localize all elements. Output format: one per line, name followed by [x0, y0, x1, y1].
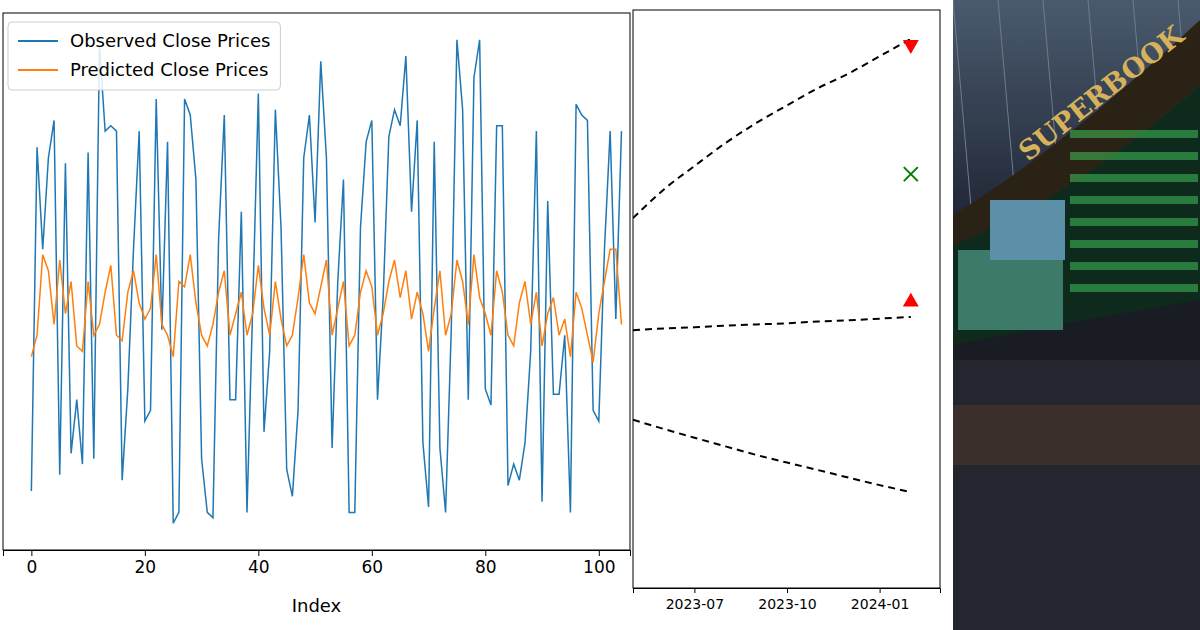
video-screen [958, 250, 1063, 330]
x-tick-mark [145, 550, 146, 556]
x-tick-mark [787, 588, 788, 593]
x-tick: 60 [362, 550, 384, 577]
marker [903, 293, 919, 307]
legend-swatch [18, 69, 58, 71]
plot-frame [633, 10, 940, 588]
video-screen [990, 200, 1065, 260]
x-tick: 20 [135, 550, 157, 577]
x-tick-label: 60 [362, 557, 384, 577]
x-axis-line [4, 551, 631, 557]
x-axis-line [634, 589, 941, 594]
photo-panel: SUPERBOOK [953, 0, 1200, 630]
x-tick: 100 [583, 550, 615, 577]
screen-row [1070, 240, 1198, 248]
x-axis: 0 20 40 60 80 100 [4, 550, 631, 577]
legend-label: Predicted Close Prices [70, 59, 268, 80]
x-tick-mark [372, 550, 373, 556]
x-tick-label: 80 [475, 557, 497, 577]
x-tick-label: 40 [248, 557, 270, 577]
x-tick-mark [31, 550, 32, 556]
x-tick-mark [258, 550, 259, 556]
screen-row [1070, 174, 1198, 182]
marker [903, 40, 919, 54]
x-tick-mark [599, 550, 600, 556]
x-tick-mark [880, 588, 881, 593]
ceiling-beam [953, 0, 973, 230]
x-tick-mark [694, 588, 695, 593]
legend-swatch [18, 40, 58, 42]
x-tick-label: 2024-01 [851, 596, 910, 612]
x-tick-mark [485, 550, 486, 556]
legend-box [8, 22, 280, 90]
series-line [633, 317, 911, 330]
x-tick: 80 [475, 550, 497, 577]
series-line [31, 249, 621, 362]
x-tick: 2023-07 [666, 588, 725, 612]
x-axis-title: Index [292, 595, 342, 616]
x-tick-label: 100 [583, 557, 615, 577]
x-tick-label: 0 [26, 557, 37, 577]
screen-row [1070, 284, 1198, 292]
plot-area [633, 39, 919, 492]
legend-label: Observed Close Prices [70, 30, 270, 51]
panel-middle: 2023-07 2023-10 2024-01 [633, 10, 941, 612]
x-tick: 2024-01 [851, 588, 910, 612]
screen-row [1070, 218, 1198, 226]
series-line [633, 420, 911, 492]
photo-ground [953, 0, 1200, 630]
plot-area [31, 40, 621, 523]
x-tick: 0 [26, 550, 37, 577]
counter [953, 405, 1200, 465]
x-tick-label: 2023-07 [666, 596, 725, 612]
legend: Observed Close Prices Predicted Close Pri… [8, 22, 280, 90]
x-tick: 2023-10 [758, 588, 817, 612]
screen-row [1070, 152, 1198, 160]
screen-row [1070, 130, 1198, 138]
sign-text: SUPERBOOK [1013, 18, 1191, 167]
x-tick: 40 [248, 550, 270, 577]
x-tick-label: 2023-10 [758, 596, 817, 612]
x-axis: 2023-07 2023-10 2024-01 [634, 588, 941, 612]
screen-row [1070, 196, 1198, 204]
figure: 0 20 40 60 80 100 Index Observed Close Prices Pr… [0, 0, 1200, 630]
screen-row [1070, 262, 1198, 270]
x-tick-label: 20 [135, 557, 157, 577]
series-line [633, 39, 911, 218]
plot-frame [3, 13, 630, 550]
floor [953, 360, 1200, 630]
panel-left: 0 20 40 60 80 100 Index Observed Close Prices Pr… [3, 13, 631, 616]
marker [904, 167, 918, 181]
series-line [31, 40, 621, 523]
